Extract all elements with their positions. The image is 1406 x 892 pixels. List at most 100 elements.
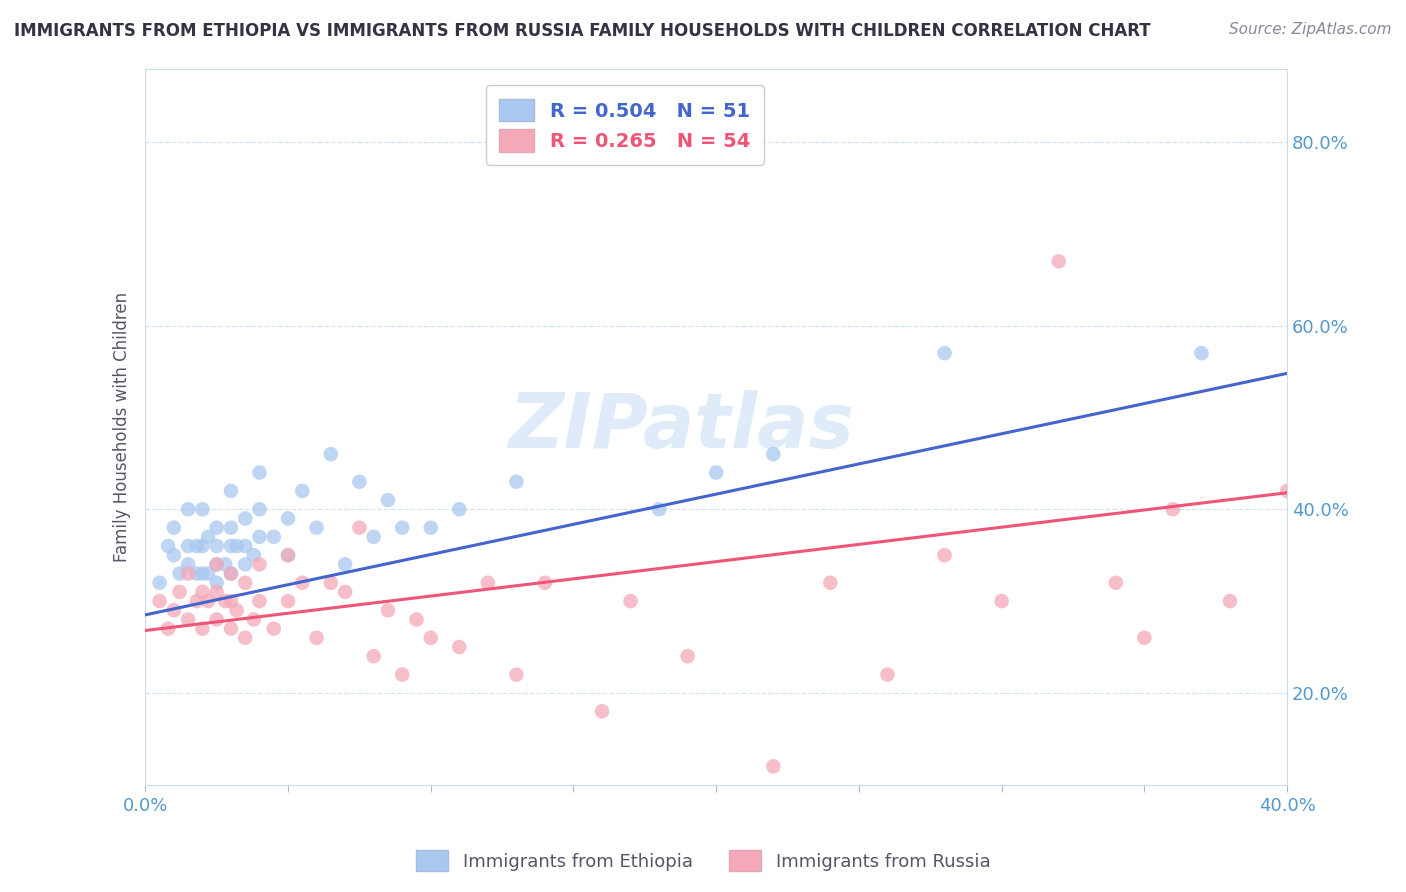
Point xyxy=(505,475,527,489)
Point xyxy=(277,511,299,525)
Point xyxy=(233,511,256,525)
Point xyxy=(233,558,256,572)
Point xyxy=(990,594,1012,608)
Point xyxy=(349,521,371,535)
Point xyxy=(419,631,441,645)
Point xyxy=(505,667,527,681)
Point xyxy=(1219,594,1241,608)
Point xyxy=(219,483,242,498)
Legend: Immigrants from Ethiopia, Immigrants from Russia: Immigrants from Ethiopia, Immigrants fro… xyxy=(409,843,997,879)
Point xyxy=(191,539,214,553)
Point xyxy=(205,521,228,535)
Point xyxy=(876,667,898,681)
Point xyxy=(191,566,214,581)
Point xyxy=(277,594,299,608)
Point xyxy=(177,566,200,581)
Point xyxy=(305,631,328,645)
Point xyxy=(1133,631,1156,645)
Point xyxy=(363,649,385,664)
Y-axis label: Family Households with Children: Family Households with Children xyxy=(114,292,131,562)
Text: Source: ZipAtlas.com: Source: ZipAtlas.com xyxy=(1229,22,1392,37)
Point xyxy=(219,566,242,581)
Point xyxy=(391,667,413,681)
Point xyxy=(291,575,314,590)
Point xyxy=(349,475,371,489)
Point xyxy=(219,521,242,535)
Point xyxy=(377,603,399,617)
Point xyxy=(177,612,200,626)
Point xyxy=(242,612,264,626)
Point xyxy=(219,622,242,636)
Point xyxy=(197,566,219,581)
Point xyxy=(163,521,186,535)
Point xyxy=(1105,575,1128,590)
Point xyxy=(534,575,557,590)
Point xyxy=(934,548,956,562)
Point xyxy=(405,612,427,626)
Point xyxy=(249,558,271,572)
Point xyxy=(205,558,228,572)
Point xyxy=(219,539,242,553)
Point xyxy=(214,558,236,572)
Point xyxy=(177,539,200,553)
Point xyxy=(233,575,256,590)
Point xyxy=(1047,254,1070,268)
Point xyxy=(225,539,247,553)
Point xyxy=(205,558,228,572)
Point xyxy=(377,493,399,508)
Point xyxy=(242,548,264,562)
Point xyxy=(305,521,328,535)
Point xyxy=(391,521,413,535)
Point xyxy=(233,539,256,553)
Point xyxy=(219,594,242,608)
Point xyxy=(205,585,228,599)
Point xyxy=(177,502,200,516)
Point xyxy=(191,585,214,599)
Point xyxy=(191,622,214,636)
Point xyxy=(205,575,228,590)
Point xyxy=(214,594,236,608)
Point xyxy=(1275,483,1298,498)
Point xyxy=(648,502,671,516)
Point xyxy=(477,575,499,590)
Point xyxy=(249,466,271,480)
Point xyxy=(820,575,842,590)
Point xyxy=(186,566,208,581)
Point xyxy=(277,548,299,562)
Point xyxy=(163,548,186,562)
Point xyxy=(191,502,214,516)
Point xyxy=(319,447,342,461)
Point xyxy=(263,622,285,636)
Point xyxy=(205,612,228,626)
Point xyxy=(319,575,342,590)
Point xyxy=(363,530,385,544)
Point xyxy=(704,466,727,480)
Point xyxy=(197,594,219,608)
Point xyxy=(249,530,271,544)
Text: ZIPatlas: ZIPatlas xyxy=(509,390,855,464)
Point xyxy=(333,585,356,599)
Text: IMMIGRANTS FROM ETHIOPIA VS IMMIGRANTS FROM RUSSIA FAMILY HOUSEHOLDS WITH CHILDR: IMMIGRANTS FROM ETHIOPIA VS IMMIGRANTS F… xyxy=(14,22,1150,40)
Point xyxy=(762,447,785,461)
Point xyxy=(225,603,247,617)
Point xyxy=(219,566,242,581)
Point xyxy=(157,539,180,553)
Point xyxy=(1161,502,1184,516)
Point xyxy=(249,594,271,608)
Point xyxy=(449,502,471,516)
Point xyxy=(197,530,219,544)
Point xyxy=(186,539,208,553)
Point xyxy=(205,539,228,553)
Point xyxy=(263,530,285,544)
Point xyxy=(163,603,186,617)
Point xyxy=(186,594,208,608)
Point xyxy=(277,548,299,562)
Point xyxy=(934,346,956,360)
Point xyxy=(419,521,441,535)
Point xyxy=(177,558,200,572)
Point xyxy=(149,575,172,590)
Point xyxy=(169,585,191,599)
Point xyxy=(291,483,314,498)
Point xyxy=(333,558,356,572)
Legend: R = 0.504   N = 51, R = 0.265   N = 54: R = 0.504 N = 51, R = 0.265 N = 54 xyxy=(486,86,763,165)
